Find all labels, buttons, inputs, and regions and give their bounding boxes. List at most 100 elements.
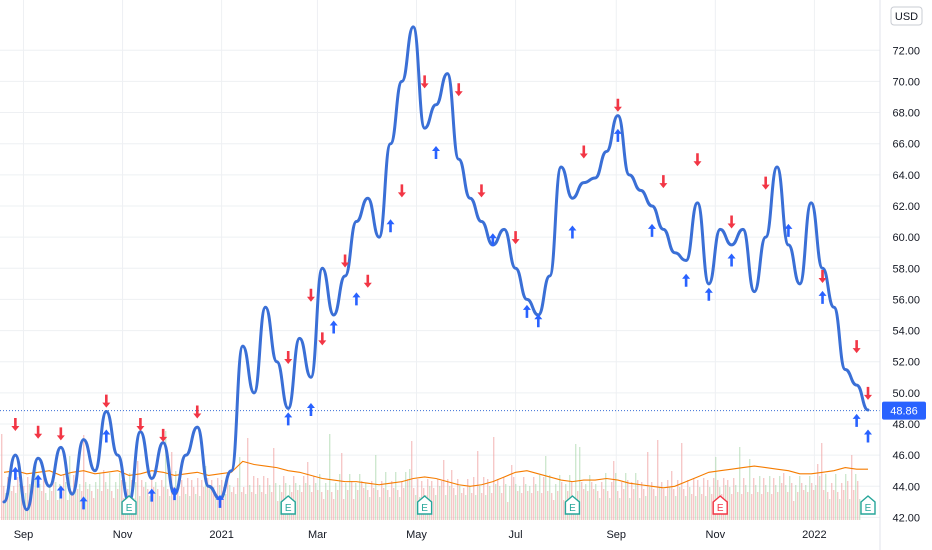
- buy-marker: [216, 494, 224, 508]
- volume-bar: [43, 475, 45, 520]
- volume-bar: [545, 456, 547, 520]
- volume-bar: [445, 495, 447, 520]
- sell-arrow-icon: [579, 145, 588, 159]
- volume-bar: [213, 487, 215, 520]
- volume-bar: [707, 480, 709, 520]
- volume-bar: [699, 487, 701, 520]
- buy-arrow-icon: [170, 487, 179, 501]
- volume-bar: [741, 494, 743, 520]
- x-tick-label: May: [406, 529, 427, 541]
- volume-bar: [509, 486, 511, 520]
- volume-bar: [753, 478, 755, 520]
- volume-bar: [787, 492, 789, 520]
- sell-arrow-icon: [420, 75, 429, 89]
- x-tick-label: Mar: [308, 529, 327, 541]
- volume-bar: [797, 492, 799, 520]
- volume-bar: [37, 477, 39, 520]
- volume-bar: [55, 482, 57, 520]
- sell-arrow-icon: [11, 418, 20, 431]
- volume-bar: [745, 485, 747, 520]
- buy-arrow-icon: [568, 225, 577, 239]
- volume-bar: [365, 483, 367, 520]
- volume-bar: [361, 481, 363, 520]
- y-tick-label: 52.00: [892, 357, 920, 369]
- sell-arrow-icon: [34, 425, 43, 439]
- x-tick-label: Sep: [606, 529, 626, 541]
- volume-bar: [619, 498, 621, 520]
- volume-bar: [73, 475, 75, 520]
- volume-bar: [625, 473, 627, 520]
- volume-bar: [853, 490, 855, 520]
- volume-bar: [589, 475, 591, 520]
- time-axis[interactable]: Sep Nov 2021 Mar May Jul Sep Nov 2022: [14, 529, 827, 541]
- volume-bar: [665, 496, 667, 520]
- volume-bar: [485, 495, 487, 520]
- volume-bar: [323, 499, 325, 520]
- volume-bar: [543, 477, 545, 520]
- volume-bar: [559, 475, 561, 520]
- volume-bar: [195, 494, 197, 520]
- volume-bar: [497, 479, 499, 520]
- buy-arrow-icon: [147, 488, 156, 502]
- y-tick-label: 58.00: [892, 263, 920, 275]
- volume-bar: [659, 487, 661, 520]
- volume-bar: [499, 486, 501, 520]
- volume-bar: [479, 486, 481, 520]
- volume-bar: [805, 485, 807, 520]
- volume-bar: [843, 490, 845, 520]
- y-tick-label: 66.00: [892, 139, 920, 151]
- volume-bar: [683, 489, 685, 520]
- buy-arrow-icon: [216, 494, 224, 508]
- volume-bar: [821, 443, 823, 520]
- sell-arrow-icon: [318, 332, 327, 346]
- y-tick-label: 56.00: [892, 294, 920, 306]
- buy-arrow-icon: [682, 273, 691, 287]
- volume-bar: [347, 490, 349, 520]
- volume-bar: [451, 470, 453, 520]
- volume-bar: [377, 490, 379, 520]
- volume-bar: [235, 494, 237, 520]
- volume-bar: [153, 487, 155, 520]
- price-axis[interactable]: 72.00 70.00 68.00 66.00 64.00 62.00 60.00 58.00…: [892, 45, 920, 524]
- sell-marker: [363, 274, 372, 288]
- volume-bar: [817, 464, 819, 520]
- signal-markers: [11, 75, 872, 510]
- volume-bar: [461, 493, 463, 520]
- volume-bar: [769, 476, 771, 520]
- buy-arrow-icon: [352, 292, 361, 306]
- volume-bar: [283, 476, 285, 520]
- volume-bar: [549, 475, 551, 520]
- earnings-icon: [280, 495, 296, 515]
- volume-bar: [811, 483, 813, 520]
- sell-arrow-icon: [727, 215, 736, 229]
- volume-bar: [113, 498, 115, 520]
- volume-bar: [387, 490, 389, 520]
- volume-bar: [201, 480, 203, 520]
- volume-bar: [495, 484, 497, 520]
- volume-bar: [655, 496, 657, 520]
- volume-bar: [177, 489, 179, 520]
- volume-bar: [469, 486, 471, 520]
- volume-bar: [449, 486, 451, 520]
- volume-bar: [417, 479, 419, 520]
- volume-bar: [511, 465, 513, 520]
- volume-bar: [455, 495, 457, 520]
- buy-marker: [306, 402, 315, 416]
- volume-bar: [111, 491, 113, 520]
- sell-marker: [306, 288, 315, 302]
- volume-bar: [831, 483, 833, 520]
- volume-bar: [239, 457, 241, 520]
- volume-bar: [53, 475, 55, 520]
- volume-bar: [791, 483, 793, 520]
- volume-bar: [561, 482, 563, 520]
- volume-bar: [457, 479, 459, 520]
- volume-bar: [471, 493, 473, 520]
- volume-bar: [259, 485, 261, 520]
- currency-badge[interactable]: USD: [890, 6, 923, 26]
- volume-bar: [41, 491, 43, 520]
- volume-bar: [709, 487, 711, 520]
- sell-marker: [102, 394, 111, 408]
